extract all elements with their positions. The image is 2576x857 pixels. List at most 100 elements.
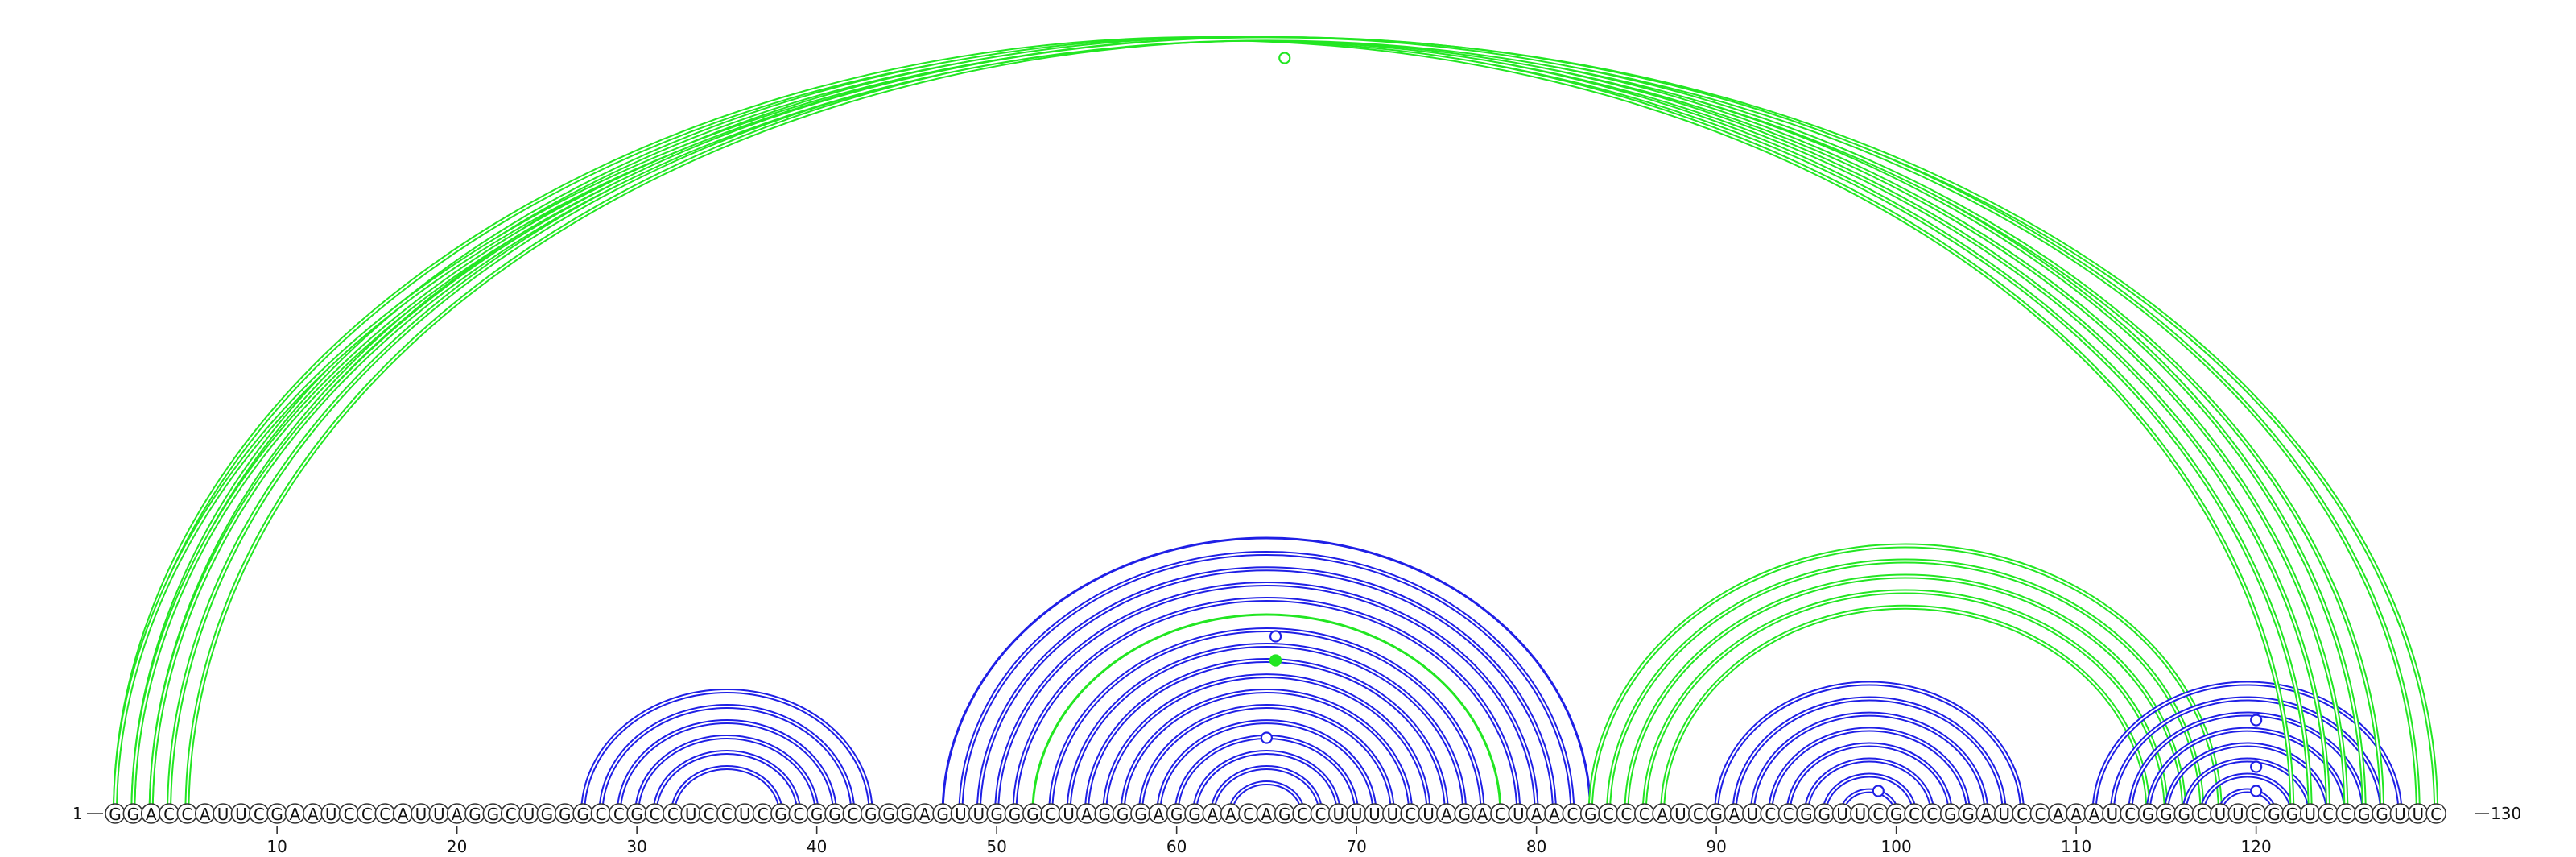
nucleotide-2: G: [127, 805, 140, 824]
nucleotide-66: G: [1278, 805, 1291, 824]
nucleotide-40: G: [811, 805, 824, 824]
nucleotide-47: G: [936, 805, 949, 824]
pair-arc-gap-115-124: [2165, 743, 2330, 814]
nucleotide-28: C: [595, 805, 606, 824]
nucleotide-113: C: [2124, 805, 2136, 824]
nucleotide-33: U: [685, 805, 697, 824]
pair-arc-gap-83-118: [1589, 544, 2221, 814]
nucleotide-6: A: [200, 805, 211, 824]
pair-arc-gap-27-43: [582, 690, 872, 814]
pair-arc-gap-60-70: [1175, 736, 1358, 814]
pair-arc-5-126: [187, 39, 2363, 814]
tick-label-80: 80: [1526, 837, 1546, 856]
pair-arc-gap-113-126: [2129, 713, 2365, 814]
pair-arc-gap-117-122: [2201, 774, 2293, 814]
tick-label-120: 120: [2241, 837, 2272, 856]
arc-marker-5: [2250, 785, 2263, 797]
nucleotide-87: A: [1657, 805, 1668, 824]
pair-arc-gap-28-42: [600, 706, 854, 814]
pair-arc-gap-94-103: [1787, 743, 1951, 814]
nucleotide-31: C: [650, 805, 661, 824]
nucleotide-34: C: [704, 805, 715, 824]
pair-arc-gap-92-105: [1751, 713, 1988, 814]
arc-marker-3: [2250, 714, 2263, 727]
nucleotide-57: G: [1117, 805, 1129, 824]
pair-arc-gap-62-68: [1212, 767, 1322, 814]
nucleotide-123: U: [2304, 805, 2316, 824]
pair-arc-gap-86-115: [1643, 590, 2167, 814]
nucleotide-85: C: [1620, 805, 1632, 824]
nucleotide-77: A: [1477, 805, 1488, 824]
nucleotide-41: G: [828, 805, 841, 824]
pair-arc-50-80: [994, 582, 1539, 814]
pair-arc-gap-116-123: [2183, 759, 2311, 814]
nucleotide-54: U: [1063, 805, 1075, 824]
nucleotide-7: U: [217, 805, 229, 824]
nucleotide-62: A: [1208, 805, 1219, 824]
nucleotide-118: U: [2215, 805, 2227, 824]
nucleotide-61: G: [1188, 805, 1201, 824]
nucleotide-11: A: [290, 805, 301, 824]
nucleotide-26: G: [559, 805, 572, 824]
nucleotide-circle-130: [2425, 803, 2446, 824]
pair-arc-1-130: [113, 35, 2439, 814]
nucleotide-9: C: [254, 805, 265, 824]
nucleotide-23: C: [506, 805, 517, 824]
nucleotide-94: C: [1783, 805, 1794, 824]
pair-arc-gap-29-41: [617, 721, 836, 814]
nucleotide-21: G: [469, 805, 481, 824]
nucleotide-35: C: [721, 805, 733, 824]
nucleotide-43: G: [865, 805, 877, 824]
pair-arc-90-107: [1714, 681, 2025, 814]
pair-arc-gap-96-101: [1823, 774, 1915, 814]
pair-arc-gap-4-125: [169, 39, 2346, 814]
nucleotide-121: G: [2268, 805, 2281, 824]
tick-label-10: 10: [266, 837, 287, 856]
nucleotide-119: U: [2232, 805, 2244, 824]
nucleotide-82: C: [1567, 805, 1578, 824]
arc-markers: [1260, 52, 2263, 797]
nucleotide-100: G: [1890, 805, 1903, 824]
pair-arc-94-103: [1785, 742, 1953, 814]
nucleotide-103: G: [1944, 805, 1957, 824]
nucleotide-70: U: [1351, 805, 1363, 824]
nucleotide-45: G: [901, 805, 914, 824]
nucleotide-71: U: [1368, 805, 1381, 824]
nucleotide-58: G: [1134, 805, 1147, 824]
start-label: 1: [72, 804, 83, 823]
pair-arc-gap-51-79: [1013, 598, 1520, 814]
base-pair-arcs: [113, 35, 2439, 814]
pair-arc-gap-49-81: [977, 568, 1555, 814]
nucleotide-20: A: [452, 805, 463, 824]
nucleotide-46: A: [919, 805, 931, 824]
nucleotide-13: U: [325, 805, 337, 824]
nucleotide-39: C: [793, 805, 804, 824]
nucleotide-104: G: [1962, 805, 1975, 824]
pair-arc-48-82: [958, 551, 1575, 814]
nucleotide-86: C: [1639, 805, 1650, 824]
pair-arc-gap-53-77: [1050, 629, 1484, 814]
nucleotide-95: G: [1800, 805, 1813, 824]
arc-marker-2: [1260, 731, 1274, 744]
nucleotide-14: C: [344, 805, 355, 824]
nucleotide-102: C: [1926, 805, 1938, 824]
nucleotide-30: G: [630, 805, 643, 824]
nucleotide-59: A: [1153, 805, 1164, 824]
nucleotide-22: G: [487, 805, 500, 824]
pair-arc-gap-1-130: [114, 37, 2438, 814]
pair-arc-gap-85-116: [1625, 575, 2186, 814]
nucleotide-116: G: [2178, 805, 2191, 824]
nucleotide-90: G: [1710, 805, 1723, 824]
nucleotide-48: U: [955, 805, 967, 824]
nucleotide-18: U: [415, 805, 427, 824]
nucleotide-15: C: [361, 805, 373, 824]
pair-arc-gap-90-107: [1715, 682, 2024, 814]
nucleotide-76: G: [1459, 805, 1472, 824]
nucleotide-125: C: [2340, 805, 2351, 824]
nucleotide-124: C: [2322, 805, 2334, 824]
nucleotide-63: A: [1225, 805, 1236, 824]
nucleotide-60: G: [1170, 805, 1183, 824]
nucleotide-67: C: [1297, 805, 1308, 824]
